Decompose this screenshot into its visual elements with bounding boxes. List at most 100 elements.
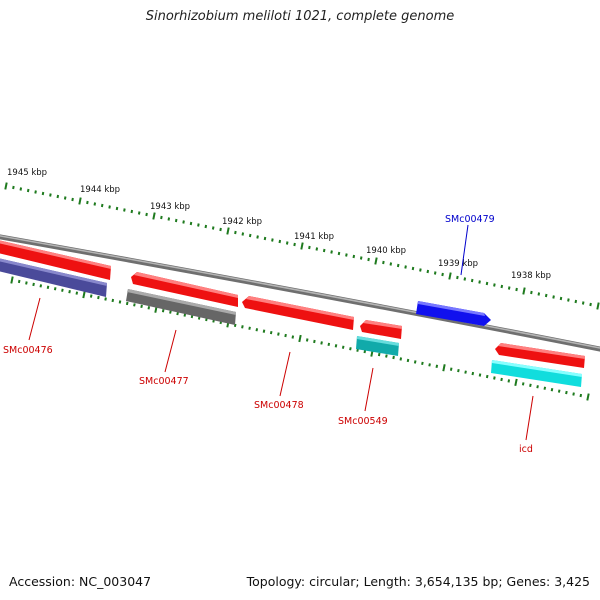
inner-tick-49 (363, 349, 367, 354)
kbp-labels: 1945 kbp 1944 kbp 1943 kbp 1942 kbp 1941… (7, 168, 551, 281)
outer-tick-21 (160, 215, 163, 220)
inner-tick-61 (449, 367, 453, 371)
inner-tick-47 (349, 347, 352, 351)
feature-smc00476[interactable] (0, 240, 111, 280)
inner-tick-19 (147, 306, 151, 310)
gene-label-icd: icd (519, 444, 533, 455)
outer-tick-75 (559, 296, 563, 301)
feature-smc00477[interactable] (131, 272, 238, 307)
inner-tick-66 (485, 374, 489, 379)
inner-tick-41 (305, 338, 309, 342)
inner-tick-71 (521, 382, 525, 386)
inner-tick-10 (82, 291, 86, 299)
inner-tick-9 (75, 291, 79, 295)
outer-tick-57 (426, 269, 430, 274)
inner-tick-79 (579, 393, 583, 398)
outer-tick-3 (26, 188, 30, 193)
inner-tick-3 (32, 282, 35, 287)
outer-tick-23 (174, 218, 178, 223)
inner-tick-2 (25, 281, 28, 285)
feature-inner-3[interactable] (356, 336, 399, 356)
outer-tick-7 (56, 194, 60, 199)
outer-tick-12 (93, 202, 97, 206)
outer-tick-5 (41, 191, 45, 196)
outer-tick-43 (322, 248, 326, 253)
feature-smc00479[interactable] (416, 301, 491, 326)
feature-smc00549[interactable] (360, 320, 402, 339)
gene-label-smc00477: SMc00477 (139, 376, 189, 387)
inner-tick-14 (111, 298, 115, 303)
outer-tick-6 (49, 193, 52, 197)
inner-tick-18 (140, 304, 143, 309)
map-title: Sinorhizobium meliloti 1021, complete ge… (145, 9, 455, 24)
outer-tick-1 (12, 185, 15, 190)
inner-tick-74 (543, 386, 547, 390)
feature-inner-4[interactable] (491, 360, 582, 387)
outer-tick-64 (478, 280, 481, 284)
inner-tick-1 (17, 279, 21, 284)
inner-tick-76 (557, 389, 561, 393)
tick-label-1945: 1945 kbp (7, 168, 47, 178)
inner-tick-78 (572, 392, 575, 396)
inner-tick-31 (233, 323, 237, 328)
feature-smc00478[interactable] (242, 296, 354, 330)
outer-tick-13 (100, 203, 104, 208)
inner-tick-12 (97, 295, 100, 300)
outer-tick-14 (108, 205, 111, 209)
outer-tick-80 (596, 302, 600, 310)
inner-tick-42 (313, 339, 316, 344)
tick-label-1938: 1938 kbp (511, 271, 551, 281)
outer-tick-2 (19, 187, 23, 191)
outer-tick-29 (219, 227, 222, 232)
inner-tick-67 (493, 376, 496, 380)
outer-tick-51 (382, 260, 385, 265)
inner-tick-row (10, 276, 590, 401)
inner-tick-69 (507, 379, 511, 383)
inner-tick-45 (334, 344, 338, 348)
tick-label-1939: 1939 kbp (438, 259, 478, 269)
tick-label-1941: 1941 kbp (294, 232, 334, 242)
outer-tick-66 (493, 283, 496, 287)
outer-tick-4 (34, 190, 37, 194)
inner-tick-56 (413, 360, 417, 364)
outer-tick-22 (167, 217, 171, 221)
outer-tick-30 (226, 227, 230, 235)
inner-tick-16 (125, 301, 129, 306)
outer-tick-25 (189, 221, 193, 226)
outer-tick-31 (234, 230, 237, 235)
inner-tick-32 (241, 325, 244, 329)
inner-tick-46 (341, 345, 345, 349)
outer-tick-63 (470, 278, 474, 283)
inner-tick-17 (133, 303, 136, 307)
outer-tick-49 (367, 257, 370, 262)
feature-inner-1[interactable] (0, 258, 107, 297)
outer-tick-11 (86, 200, 89, 205)
outer-tick-55 (411, 266, 415, 271)
inner-tick-15 (118, 300, 122, 304)
inner-tick-25 (190, 314, 194, 319)
outer-tick-10 (78, 197, 82, 205)
outer-tick-36 (271, 238, 274, 242)
outer-tick-62 (463, 277, 467, 281)
inner-tick-8 (68, 290, 71, 294)
outer-tick-32 (241, 232, 245, 236)
outer-tick-28 (211, 226, 215, 230)
inner-tick-43 (320, 341, 323, 345)
genome-backbone (0, 234, 600, 352)
callout-lines (28, 224, 534, 441)
inner-tick-24 (183, 313, 187, 317)
outer-tick-37 (278, 239, 282, 244)
feature-inner-2[interactable] (126, 289, 236, 325)
outer-tick-9 (71, 197, 74, 202)
outer-tick-19 (145, 212, 148, 217)
accession-text: Accession: NC_003047 (9, 574, 152, 589)
gene-label-smc00478: SMc00478 (254, 400, 304, 411)
outer-tick-8 (63, 196, 67, 200)
inner-tick-22 (169, 310, 172, 314)
outer-tick-74 (552, 295, 555, 299)
feature-icd[interactable] (495, 343, 585, 368)
outer-tick-0 (4, 182, 8, 190)
outer-tick-68 (507, 286, 511, 290)
inner-tick-38 (284, 333, 287, 338)
